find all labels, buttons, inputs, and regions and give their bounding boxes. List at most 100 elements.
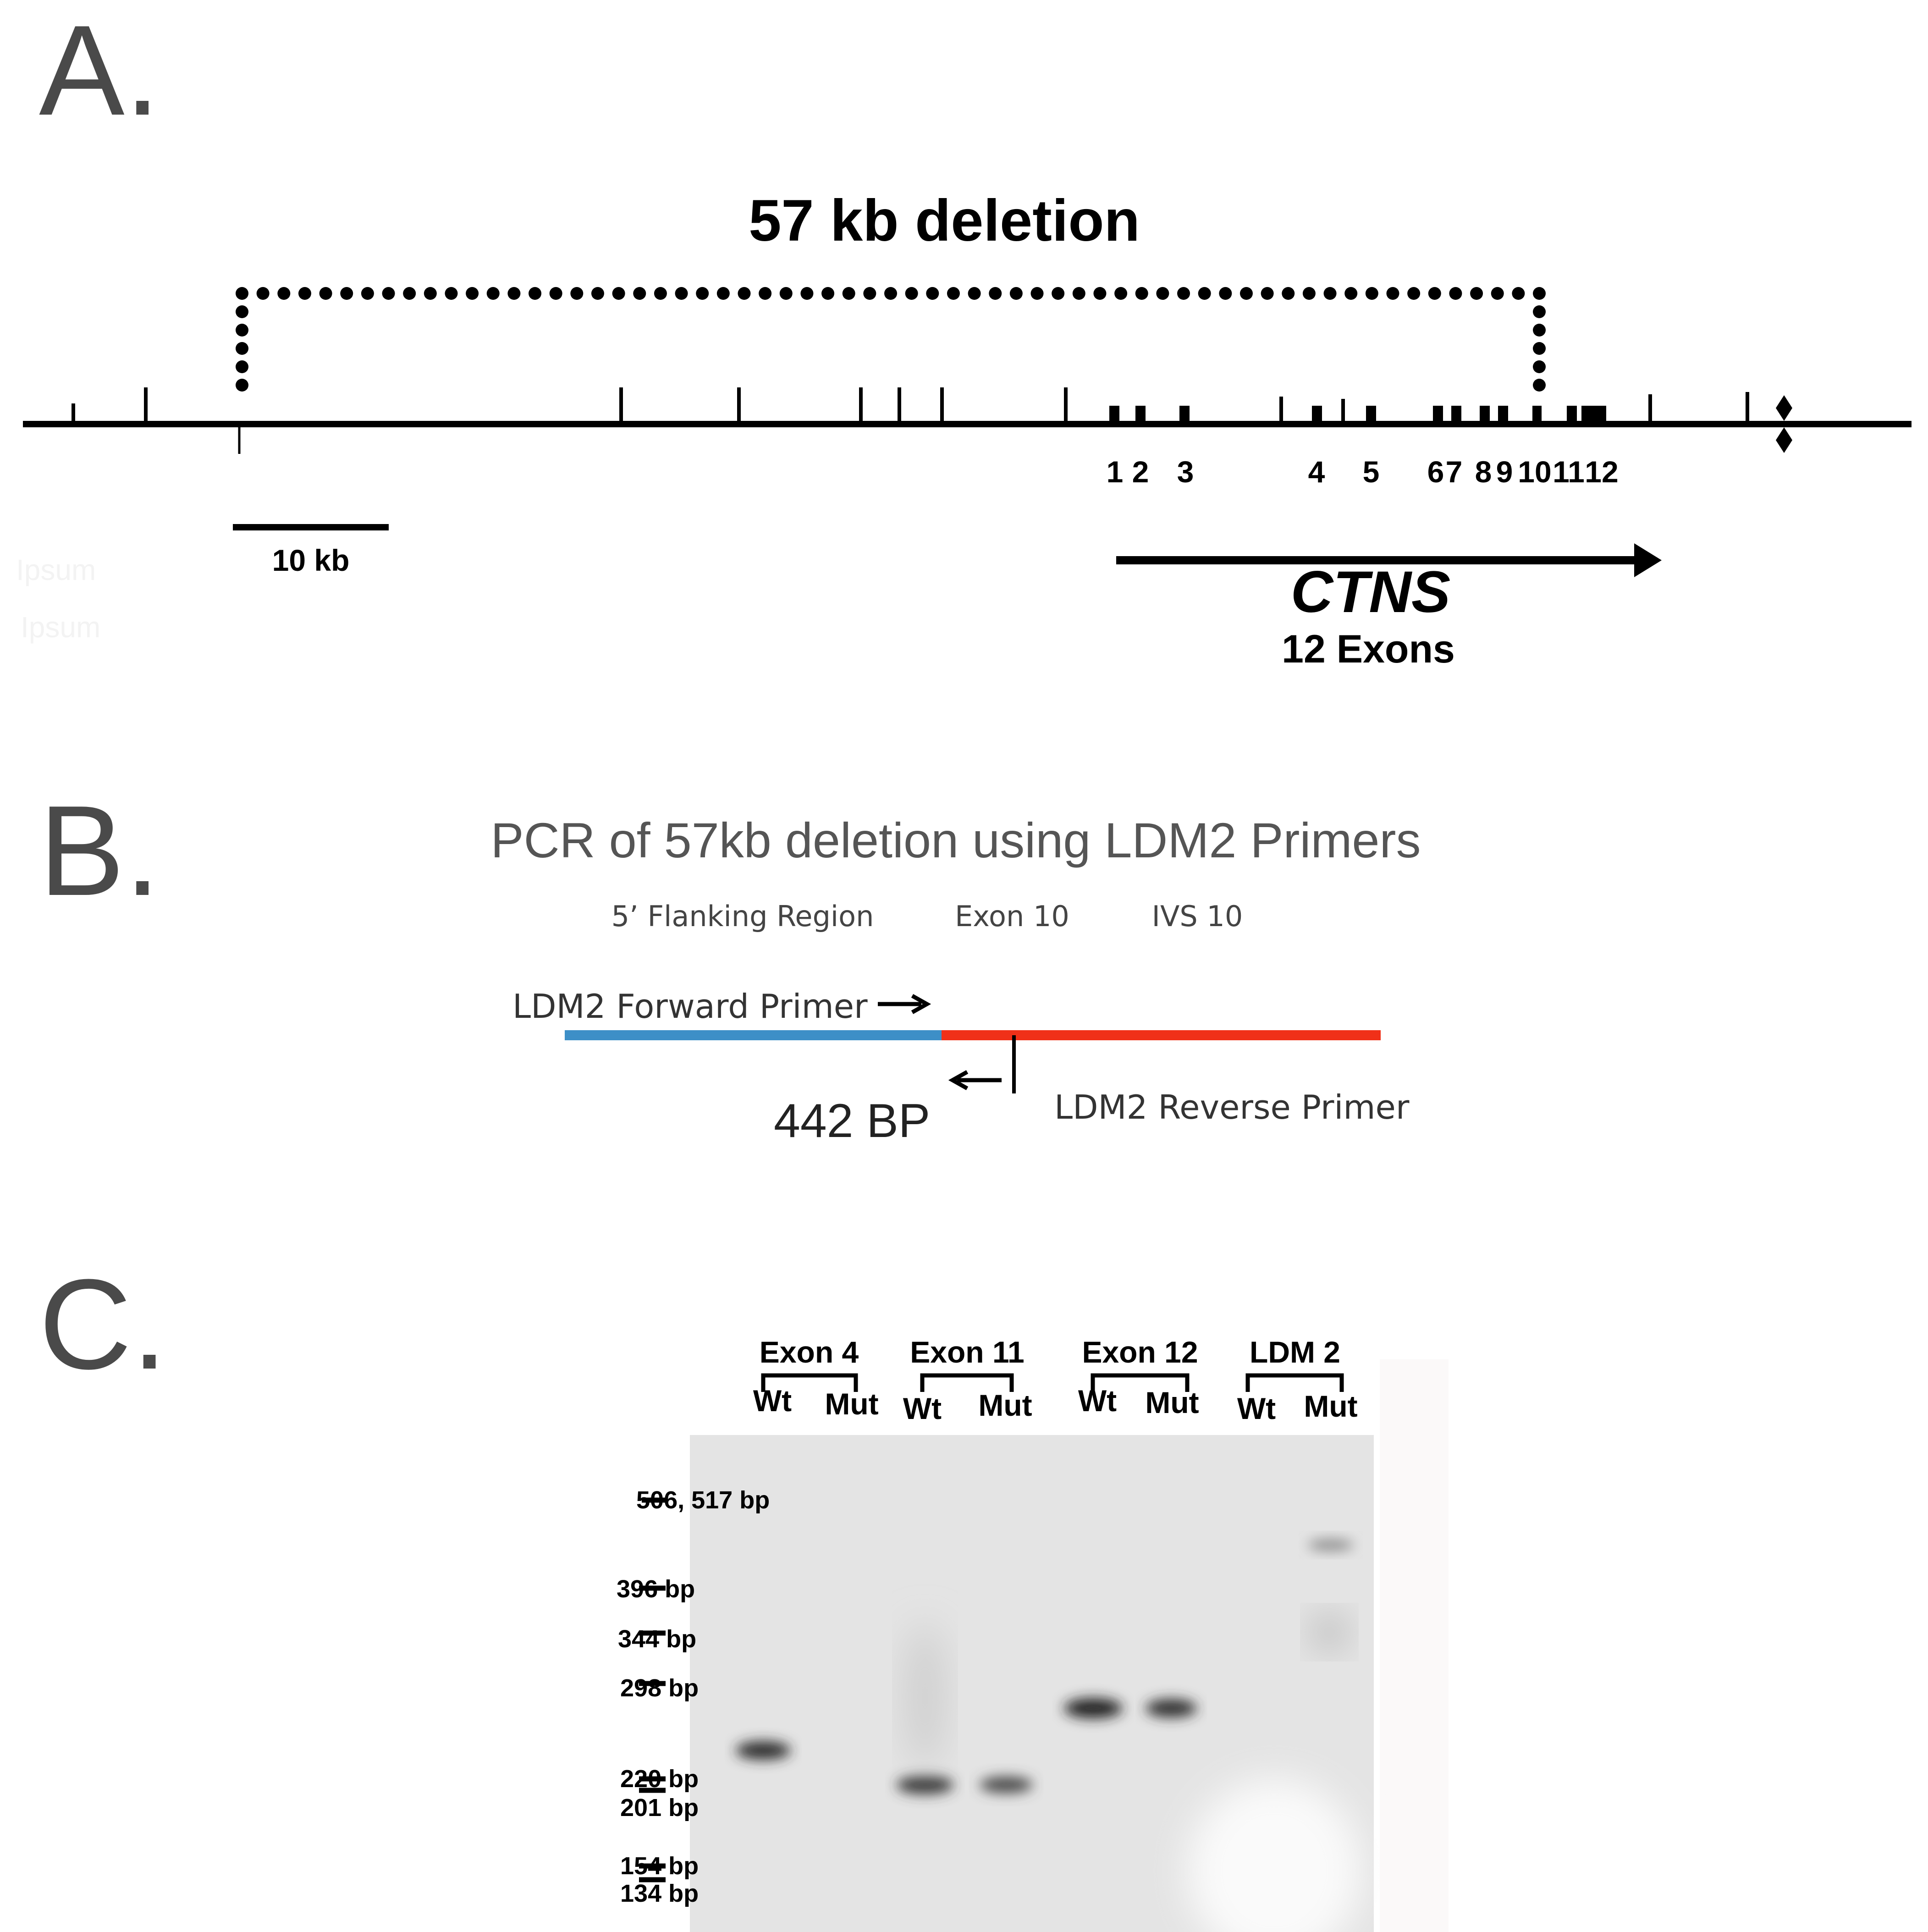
bracket-dot: [1219, 287, 1232, 300]
bracket-dot: [1135, 287, 1148, 300]
bracket-dot: [800, 287, 814, 300]
bracket-dot: [1428, 287, 1441, 300]
bracket-dot: [612, 287, 625, 300]
bracket-dot: [863, 287, 876, 300]
bracket-dot: [1114, 287, 1128, 300]
panel-a-letter: A.: [39, 0, 160, 142]
bracket-dot: [486, 287, 500, 300]
pcr-title: PCR of 57kb deletion using LDM2 Primers: [491, 812, 1421, 868]
lane-label: Wt: [1078, 1384, 1117, 1418]
bracket-dot: [1533, 287, 1546, 300]
lane-group-bracket: [1091, 1373, 1190, 1392]
bracket-dot: [821, 287, 835, 300]
gene-name: CTNS: [1291, 559, 1450, 625]
deletion-bracket: [236, 287, 1546, 392]
bracket-dot: [403, 287, 416, 300]
bracket-dot: [1009, 287, 1023, 300]
bracket-dot: [1386, 287, 1399, 300]
bracket-dot: [1072, 287, 1085, 300]
bracket-dot: [1449, 287, 1462, 300]
exon-box-2: [1135, 406, 1146, 424]
exon-number: 12: [1585, 455, 1618, 489]
panel-b: B. PCR of 57kb deletion using LDM2 Prime…: [39, 779, 1421, 1148]
bracket-dot: [947, 287, 960, 300]
bracket-dot: [1470, 287, 1483, 300]
ladder-label: 134 bp: [620, 1880, 699, 1907]
bracket-dot: [654, 287, 667, 300]
bracket-dot: [236, 305, 248, 318]
exon-number: 9: [1496, 455, 1513, 489]
bracket-dot: [1533, 324, 1546, 337]
panel-c-letter: C.: [39, 1253, 167, 1396]
bracket-dot: [1282, 287, 1295, 300]
smear-ldm2-mut: [1311, 1614, 1348, 1650]
bracket-dot: [529, 287, 542, 300]
bracket-dot: [1512, 287, 1525, 300]
bracket-dot: [507, 287, 521, 300]
gel-bands: [736, 1540, 1354, 1794]
lane-group-bracket: [920, 1373, 1014, 1392]
ladder-label: 201 bp: [620, 1794, 699, 1822]
bracket-dot: [1177, 287, 1190, 300]
bracket-dot: [256, 287, 270, 300]
bracket-dot: [570, 287, 584, 300]
faint-text: Ipsum: [21, 611, 100, 644]
band-exon11-mut: [980, 1777, 1033, 1793]
exon-number-labels: 1 2 3 4 5 6 7 8 9 10 11 12: [1107, 455, 1619, 489]
bracket-dot: [989, 287, 1002, 300]
bracket-dot: [1030, 287, 1044, 300]
scale-bar-label: 10 kb: [272, 543, 350, 577]
bracket-dot: [236, 379, 248, 392]
bracket-dot: [1407, 287, 1421, 300]
restriction-ticks: [72, 387, 1749, 454]
lane-label: Mut: [978, 1388, 1032, 1422]
faint-text: Ipsum: [16, 553, 96, 586]
bracket-dot: [466, 287, 479, 300]
diamond-marker: [1776, 395, 1792, 453]
exon-number: 4: [1308, 455, 1325, 489]
exon-number: 6: [1427, 455, 1444, 489]
exon-box-1: [1109, 406, 1119, 424]
bracket-dot: [236, 287, 248, 300]
bracket-dot: [445, 287, 458, 300]
exon-number: 8: [1475, 455, 1492, 489]
bracket-dot: [236, 324, 248, 337]
bracket-dot: [696, 287, 709, 300]
bracket-dot: [1533, 360, 1546, 373]
bracket-dot: [759, 287, 772, 300]
band-exon4-wt: [736, 1741, 791, 1760]
bracket-dot: [738, 287, 751, 300]
exon-number: 10: [1518, 455, 1551, 489]
bracket-dot: [926, 287, 939, 300]
region-label-exon10: Exon 10: [955, 900, 1069, 933]
lane-label: Mut: [1145, 1386, 1199, 1419]
exon-box-10: [1532, 406, 1542, 424]
exon-box-5: [1366, 406, 1376, 424]
lane-group-label: Exon 4: [760, 1335, 859, 1369]
lane-label: Mut: [825, 1387, 878, 1421]
exon-box-9: [1498, 406, 1508, 424]
product-size-label: 442 BP: [774, 1094, 930, 1148]
lane-group-headers: Exon 4 Wt Mut Exon 11 Wt Mut Exon 12 Wt Mut LDM 2…: [753, 1335, 1358, 1425]
exon-number: 11: [1553, 455, 1585, 489]
band-ldm2-mut: [1308, 1540, 1354, 1551]
lane-group-label: Exon 12: [1082, 1335, 1198, 1369]
deletion-label: 57 kb deletion: [749, 188, 1140, 254]
bracket-dot: [1052, 287, 1065, 300]
lane-label: Wt: [903, 1391, 942, 1425]
bracket-dot: [633, 287, 646, 300]
bracket-dot: [424, 287, 437, 300]
reverse-primer-label: LDM2 Reverse Primer: [1054, 1088, 1410, 1126]
smear-exon11-wt: [904, 1623, 946, 1770]
bracket-dot: [1533, 342, 1546, 355]
lane-group-label: Exon 11: [910, 1335, 1024, 1369]
exon-box-7: [1451, 406, 1461, 424]
bracket-dot: [1365, 287, 1378, 300]
lane-label: Wt: [1237, 1391, 1276, 1425]
panel-b-letter: B.: [39, 779, 160, 922]
bracket-dot: [1239, 287, 1253, 300]
gene-exon-count: 12 Exons: [1282, 627, 1455, 671]
gel-glow: [1187, 1779, 1361, 1932]
bracket-dot: [716, 287, 730, 300]
